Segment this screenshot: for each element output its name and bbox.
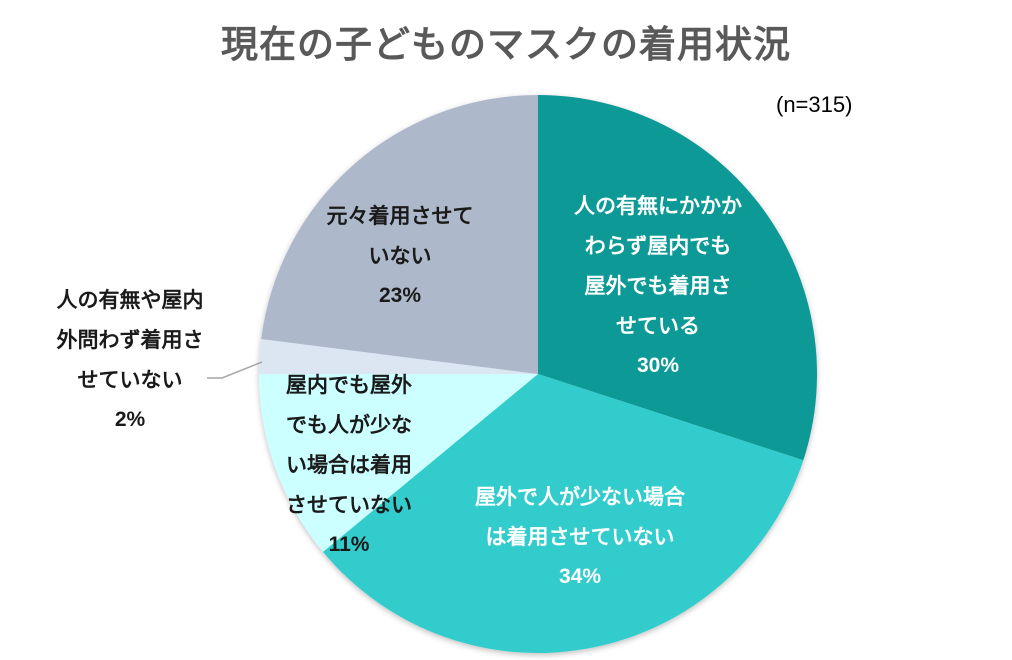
slice-label-30-line2: わらず屋内でも xyxy=(584,234,732,258)
slice-label-11-line2: でも人が少な xyxy=(286,413,412,437)
slice-label-2-line3: せていない xyxy=(77,368,183,392)
slice-label-2-line1: 人の有無や屋内 xyxy=(56,288,204,312)
pie-slice-11 xyxy=(259,374,538,552)
pie-slice-23 xyxy=(261,95,538,374)
slice-label-23-line2: いない xyxy=(368,244,432,268)
pie-slices xyxy=(259,95,817,653)
slice-label-34-line2: は着用させていない xyxy=(485,525,675,549)
slice-label-30-line1: 人の有無にかかか xyxy=(574,194,742,218)
chart-title: 現在の子どものマスクの着用状況 xyxy=(221,23,791,66)
pie-slice-30 xyxy=(538,95,817,461)
leader-line-2pct xyxy=(207,361,263,379)
slice-label-30: 人の有無にかかか わらず屋内でも 屋外でも着用さ せている 30% xyxy=(548,186,768,386)
slice-value-2: 2% xyxy=(114,408,146,431)
slice-label-11: 屋内でも屋外 でも人が少な い場合は着用 させていない 11% xyxy=(264,365,434,565)
slice-label-30-line4: せている xyxy=(616,314,700,338)
slice-label-2-line2: 外問わず着用さ xyxy=(56,328,204,352)
slice-label-11-line4: させていない xyxy=(286,493,412,517)
slice-label-11-line1: 屋内でも屋外 xyxy=(286,373,412,397)
slice-label-23: 元々着用させて いない 23% xyxy=(305,196,495,316)
slice-label-2: 人の有無や屋内 外問わず着用さ せていない 2% xyxy=(30,280,230,440)
slice-label-30-line3: 屋外でも着用さ xyxy=(584,274,732,298)
slice-label-34: 屋外で人が少ない場合 は着用させていない 34% xyxy=(430,477,730,597)
sample-size-label: (n=315) xyxy=(776,92,853,117)
slice-label-11-line3: い場合は着用 xyxy=(286,453,412,477)
slice-value-23: 23% xyxy=(378,284,422,307)
slice-label-34-line1: 屋外で人が少ない場合 xyxy=(475,485,685,509)
slice-value-34: 34% xyxy=(558,565,602,588)
slice-value-30: 30% xyxy=(636,354,680,377)
pie-slice-34 xyxy=(323,374,804,653)
pie-slice-2 xyxy=(259,339,538,374)
slice-label-23-line1: 元々着用させて xyxy=(326,204,474,228)
slice-value-11: 11% xyxy=(328,533,370,556)
